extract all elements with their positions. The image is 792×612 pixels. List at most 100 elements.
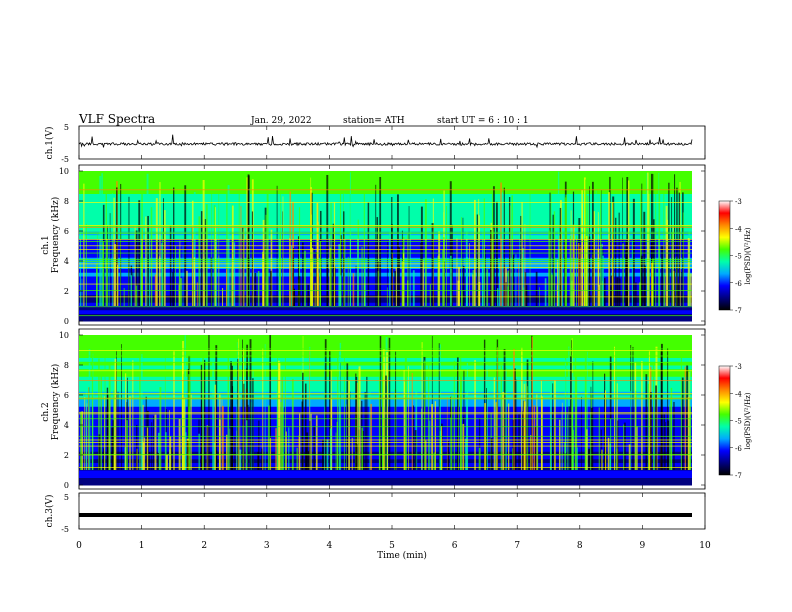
spectrogram-streak bbox=[319, 241, 321, 306]
spectrogram-streak bbox=[536, 394, 538, 470]
spectrogram-streak bbox=[299, 413, 301, 470]
spectrogram-line bbox=[79, 355, 692, 357]
spectrogram-streak bbox=[438, 343, 440, 470]
spectrogram-streak bbox=[613, 346, 616, 470]
spectrogram-streak bbox=[632, 198, 635, 306]
spectrogram-streak bbox=[309, 346, 311, 470]
frequency-tick-label: 0 bbox=[64, 317, 69, 326]
spectrogram-line bbox=[79, 189, 692, 191]
spectrogram-streak bbox=[493, 377, 495, 470]
spectrogram-streak bbox=[676, 283, 679, 306]
colorbar-tick-label: -7 bbox=[735, 307, 742, 315]
spectrogram-streak bbox=[522, 411, 524, 470]
spectrogram-streak bbox=[443, 237, 445, 306]
spectrogram-streak bbox=[604, 390, 607, 470]
spectrogram-streak bbox=[175, 246, 177, 306]
spectrogram-streak bbox=[165, 432, 167, 470]
spectrogram-streak bbox=[290, 245, 293, 306]
spectrogram-streak bbox=[615, 217, 617, 306]
spectrogram-line bbox=[79, 241, 692, 242]
frequency-tick-label: 2 bbox=[64, 287, 69, 296]
spectrogram-line bbox=[79, 233, 692, 234]
spectrogram-streak bbox=[585, 236, 588, 306]
spectrogram-streak bbox=[116, 264, 119, 306]
spectrogram-streak bbox=[292, 248, 295, 306]
spectrogram-streak bbox=[391, 197, 393, 306]
ch1-colorbar: -3 -4 -5 -6 -7 log(PSD)(V²/Hz) bbox=[718, 198, 752, 315]
spectrogram-streak bbox=[114, 358, 117, 470]
spectrogram-streak bbox=[231, 386, 234, 470]
spectrogram-streak bbox=[689, 406, 692, 470]
spectrogram-band bbox=[79, 283, 692, 288]
ch1-spectrogram-panel: 0 2 4 6 8 10 ch.1 Frequency (kHz) -3 -4 -5 -6 -7 … bbox=[41, 164, 752, 326]
spectrogram-streak bbox=[507, 270, 510, 306]
ch3-ytick-bottom: -5 bbox=[61, 525, 69, 534]
ch2-colorbar-ticks: -3 -4 -5 -6 -7 bbox=[730, 363, 742, 480]
spectrogram-line bbox=[79, 418, 692, 420]
spectrogram-streak bbox=[515, 379, 517, 470]
spectrogram-streak bbox=[108, 362, 111, 470]
spectrogram-band bbox=[79, 186, 692, 191]
spectrogram-streak bbox=[385, 375, 387, 470]
spectrogram-streak bbox=[682, 212, 684, 306]
spectrogram-streak bbox=[132, 271, 134, 306]
spectrogram-streak bbox=[128, 196, 130, 306]
spectrogram-streak bbox=[159, 387, 162, 470]
spectrogram-streak bbox=[266, 188, 269, 306]
spectrogram-streak bbox=[649, 392, 652, 470]
spectrogram-streak bbox=[485, 248, 486, 306]
ch1-waveform-ylabel: ch.1(V) bbox=[44, 127, 55, 160]
spectrogram-streak bbox=[139, 350, 141, 470]
spectrogram-streak bbox=[388, 337, 391, 470]
spectrogram-line bbox=[79, 315, 692, 317]
spectrogram-streak bbox=[679, 181, 681, 306]
spectrogram-line bbox=[79, 413, 692, 415]
frequency-tick-label: 4 bbox=[64, 257, 69, 266]
spectrogram-streak bbox=[246, 248, 248, 306]
spectrogram-streak bbox=[165, 454, 168, 470]
spectrogram-streak bbox=[521, 347, 523, 470]
spectrogram-streak bbox=[339, 191, 342, 306]
spectrogram-streak bbox=[257, 451, 259, 470]
spectrogram-streak bbox=[145, 396, 147, 470]
spectrogram-streak bbox=[508, 196, 511, 306]
time-tick-label: 8 bbox=[577, 541, 583, 551]
spectrogram-streak bbox=[404, 381, 406, 470]
spectrogram-streak bbox=[218, 419, 221, 470]
spectrogram-line bbox=[79, 454, 692, 455]
spectrogram-streak bbox=[433, 452, 436, 470]
spectrogram-streak bbox=[183, 397, 185, 470]
colorbar-tick-label: -6 bbox=[735, 280, 742, 288]
spectrogram-streak bbox=[619, 278, 621, 306]
spectrogram-streak bbox=[674, 174, 676, 306]
spectrogram-streak bbox=[462, 217, 464, 306]
colorbar-tick-label: -3 bbox=[735, 198, 742, 206]
spectrogram-streak bbox=[269, 335, 272, 470]
spectrogram-streak bbox=[182, 373, 184, 470]
colorbar-tick-label: -5 bbox=[735, 418, 742, 426]
spectrogram-streak bbox=[486, 364, 488, 470]
spectrogram-streak bbox=[384, 356, 386, 470]
spectrogram-streak bbox=[632, 346, 634, 470]
spectrogram-streak bbox=[309, 350, 310, 470]
spectrogram-band bbox=[79, 317, 692, 322]
spectrogram-streak bbox=[456, 238, 458, 306]
spectrogram-line bbox=[79, 249, 692, 250]
spectrogram-streak bbox=[178, 418, 181, 470]
spectrogram-streak bbox=[572, 224, 575, 306]
spectrogram-streak bbox=[215, 345, 218, 470]
spectrogram-streak bbox=[108, 217, 110, 306]
spectrogram-streak bbox=[598, 407, 600, 470]
spectrogram-streak bbox=[254, 272, 257, 306]
spectrogram-streak bbox=[348, 380, 350, 470]
spectrogram-streak bbox=[146, 427, 149, 470]
spectrogram-streak bbox=[96, 267, 97, 306]
spectrogram-line bbox=[79, 393, 692, 394]
station-label: station= ATH bbox=[343, 116, 405, 126]
spectrogram-streak bbox=[588, 236, 591, 306]
spectrogram-streak bbox=[184, 335, 186, 470]
spectrogram-band bbox=[79, 287, 692, 292]
spectrogram-streak bbox=[524, 224, 526, 306]
spectrogram-streak bbox=[143, 442, 145, 470]
spectrogram-line bbox=[79, 348, 692, 350]
